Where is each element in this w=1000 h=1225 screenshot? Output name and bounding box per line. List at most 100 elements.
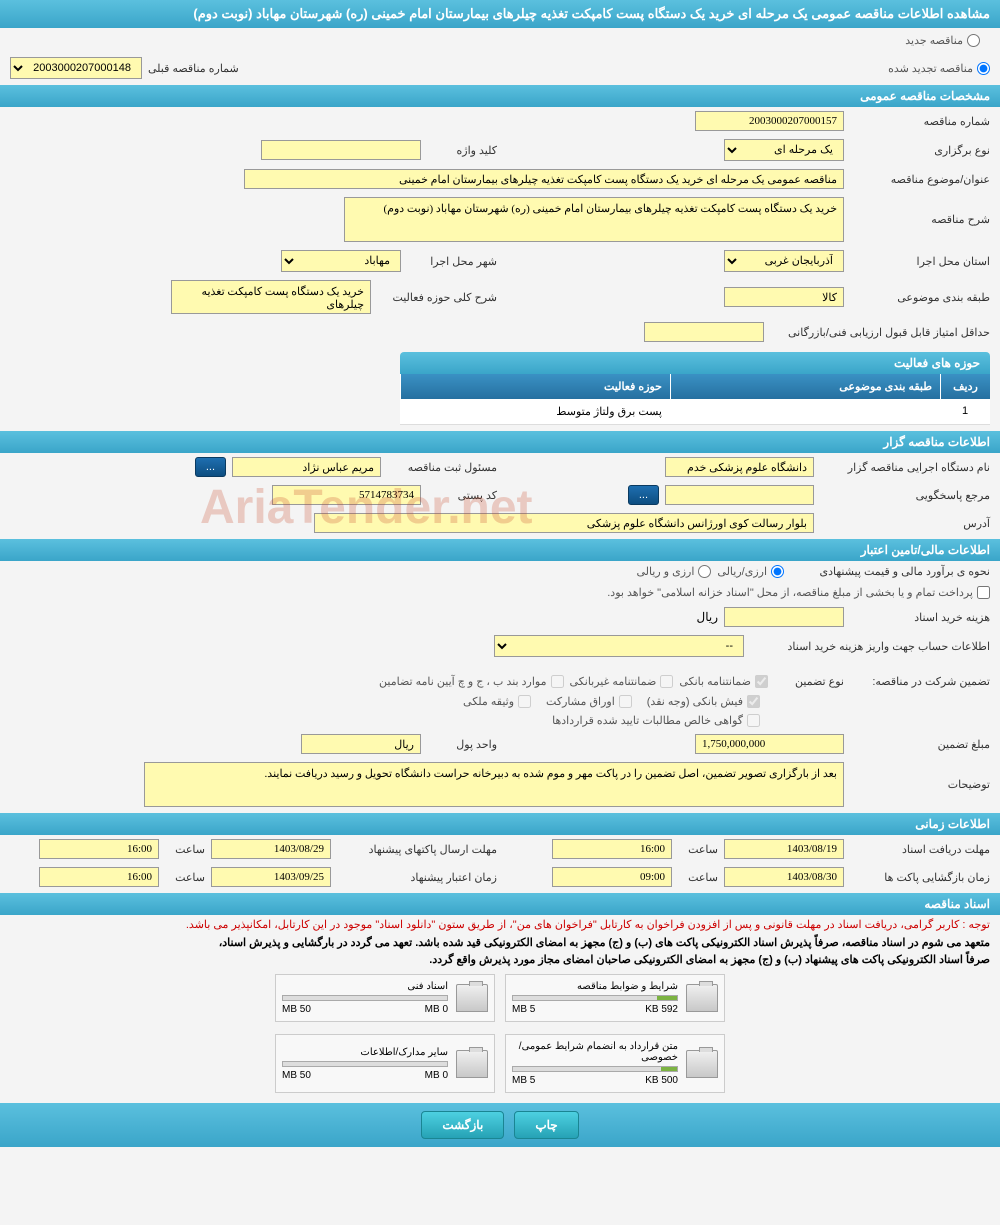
- ref-lookup-button[interactable]: ...: [628, 485, 659, 505]
- open-label: زمان بازگشایی پاکت ها: [850, 871, 990, 884]
- folder-icon: [686, 1050, 718, 1078]
- progress-bar: [282, 1061, 448, 1067]
- time-label-4: ساعت: [165, 871, 205, 884]
- desc-textarea[interactable]: خرید یک دستگاه پست کامپکت تغذیه چیلرهای …: [344, 197, 844, 242]
- currency-label: واحد پول: [427, 738, 497, 751]
- chk-g4[interactable]: فیش بانکی (وجه نقد): [647, 695, 760, 708]
- subject-input[interactable]: [244, 169, 844, 189]
- doc-item-3[interactable]: سایر مدارک/اطلاعات 0 MB50 MB: [275, 1034, 495, 1093]
- notes-label: توضیحات: [850, 778, 990, 791]
- td-row: 1: [940, 399, 990, 424]
- valid-date[interactable]: [211, 867, 331, 887]
- notice-1: توجه : کاربر گرامی، دریافت اسناد در مهلت…: [0, 915, 1000, 934]
- radio-new[interactable]: مناقصه جدید: [905, 34, 980, 47]
- minscore-label: حداقل امتیاز قابل قبول ارزیابی فنی/بازرگ…: [770, 326, 990, 339]
- notice-3: صرفاً اسناد الکترونیکی پاکت های پیشنهاد …: [0, 951, 1000, 968]
- province-select[interactable]: آذربایجان غربی: [724, 250, 844, 272]
- activity-table-header: ردیف طبقه بندی موضوعی حوزه فعالیت: [400, 374, 990, 399]
- print-button[interactable]: چاپ: [514, 1111, 578, 1139]
- deadline-time[interactable]: [552, 839, 672, 859]
- notice-2: متعهد می شوم در اسناد مناقصه، صرفاً پذیر…: [0, 934, 1000, 951]
- doc-item-0[interactable]: شرایط و ضوابط مناقصه 592 KB5 MB: [505, 974, 725, 1022]
- section-timing: اطلاعات زمانی: [0, 813, 1000, 835]
- minscore-input[interactable]: [644, 322, 764, 342]
- tender-no-input[interactable]: [695, 111, 844, 131]
- time-label-1: ساعت: [678, 843, 718, 856]
- send-label: مهلت ارسال پاکتهای پیشنهاد: [337, 843, 497, 856]
- reg-lookup-button[interactable]: ...: [195, 457, 226, 477]
- keyword-input[interactable]: [261, 140, 421, 160]
- deadline-label: مهلت دریافت اسناد: [850, 843, 990, 856]
- desc-label: شرح مناقصه: [850, 213, 990, 226]
- chk-g6[interactable]: وثیقه ملکی: [463, 695, 531, 708]
- open-date[interactable]: [724, 867, 844, 887]
- category-input[interactable]: [724, 287, 844, 307]
- open-time[interactable]: [552, 867, 672, 887]
- city-select[interactable]: مهاباد: [281, 250, 401, 272]
- prev-number-select[interactable]: 2003000207000148: [10, 57, 142, 79]
- doc-title: سایر مدارک/اطلاعات: [282, 1047, 448, 1058]
- type-select[interactable]: یک مرحله ای: [724, 139, 844, 161]
- postal-input[interactable]: [272, 485, 421, 505]
- chk-g1[interactable]: ضمانتنامه بانکی: [679, 675, 768, 688]
- activity-table-title: حوزه های فعالیت: [400, 352, 990, 374]
- addr-input[interactable]: [314, 513, 814, 533]
- account-select[interactable]: --: [494, 635, 744, 657]
- prev-number-label: شماره مناقصه قبلی: [148, 62, 239, 75]
- section-financial: اطلاعات مالی/تامین اعتبار: [0, 539, 1000, 561]
- progress-bar: [512, 1066, 678, 1072]
- radio-renewed[interactable]: مناقصه تجدید شده: [888, 62, 990, 75]
- docfee-input[interactable]: [724, 607, 844, 627]
- back-button[interactable]: بازگشت: [421, 1111, 504, 1139]
- status-radio-row: مناقصه جدید: [0, 28, 1000, 53]
- doc-item-2[interactable]: متن قرارداد به انضمام شرایط عمومی/خصوصی …: [505, 1034, 725, 1093]
- send-time[interactable]: [39, 839, 159, 859]
- ref-label: مرجع پاسخگویی: [820, 489, 990, 502]
- amount-input[interactable]: [695, 734, 844, 754]
- ref-input[interactable]: [665, 485, 814, 505]
- subject-label: عنوان/موضوع مناقصه: [850, 173, 990, 186]
- guarantee-title: تضمین شرکت در مناقصه:: [850, 675, 990, 688]
- radio-new-label: مناقصه جدید: [905, 34, 963, 47]
- progress-bar: [282, 995, 448, 1001]
- chk-g2[interactable]: ضمانتنامه غیربانکی: [570, 675, 674, 688]
- deadline-date[interactable]: [724, 839, 844, 859]
- radio-method2[interactable]: ارزی و ریالی: [636, 565, 711, 578]
- chk-g5[interactable]: اوراق مشارکت: [546, 695, 632, 708]
- docfee-label: هزینه خرید اسناد: [850, 611, 990, 624]
- notes-textarea[interactable]: بعد از بارگزاری تصویر تضمین، اصل تضمین ر…: [144, 762, 844, 807]
- chk-g7[interactable]: گواهی خالص مطالبات تایید شده قراردادها: [552, 714, 760, 727]
- docs-row-2: متن قرارداد به انضمام شرایط عمومی/خصوصی …: [0, 1028, 1000, 1099]
- org-input[interactable]: [665, 457, 814, 477]
- city-label: شهر محل اجرا: [407, 255, 497, 268]
- reg-label: مسئول ثبت مناقصه: [387, 461, 497, 474]
- category-label: طبقه بندی موضوعی: [850, 291, 990, 304]
- th-cat: طبقه بندی موضوعی: [670, 374, 940, 399]
- currency-input[interactable]: [301, 734, 421, 754]
- time-label-2: ساعت: [165, 843, 205, 856]
- time-label-3: ساعت: [678, 871, 718, 884]
- keyword-label: کلید واژه: [427, 144, 497, 157]
- page-title: مشاهده اطلاعات مناقصه عمومی یک مرحله ای …: [0, 0, 1000, 28]
- radio-method1[interactable]: ارزی/ریالی: [717, 565, 784, 578]
- postal-label: کد پستی: [427, 489, 497, 502]
- treasury-check[interactable]: پرداخت تمام و یا بخشی از مبلغ مناقصه، از…: [607, 586, 990, 599]
- doc-item-1[interactable]: اسناد فنی 0 MB50 MB: [275, 974, 495, 1022]
- footer-buttons: چاپ بازگشت: [0, 1103, 1000, 1147]
- td-act: پست برق ولتاژ متوسط: [400, 399, 670, 424]
- folder-icon: [456, 1050, 488, 1078]
- scope-input[interactable]: خرید یک دستگاه پست کامپکت تغذیه چیلرهای: [171, 280, 371, 314]
- valid-time[interactable]: [39, 867, 159, 887]
- folder-icon: [686, 984, 718, 1012]
- section-general: مشخصات مناقصه عمومی: [0, 85, 1000, 107]
- doc-title: متن قرارداد به انضمام شرایط عمومی/خصوصی: [512, 1041, 678, 1063]
- send-date[interactable]: [211, 839, 331, 859]
- td-cat: [670, 399, 940, 424]
- section-holder: اطلاعات مناقصه گزار: [0, 431, 1000, 453]
- table-row: 1 پست برق ولتاژ متوسط: [400, 399, 990, 425]
- account-label: اطلاعات حساب جهت واریز هزینه خرید اسناد: [750, 640, 990, 653]
- addr-label: آدرس: [820, 517, 990, 530]
- reg-input[interactable]: [232, 457, 381, 477]
- gtype-label: نوع تضمین: [774, 675, 844, 688]
- chk-g3[interactable]: موارد بند ب ، ج و چ آیین نامه تضامین: [379, 675, 563, 688]
